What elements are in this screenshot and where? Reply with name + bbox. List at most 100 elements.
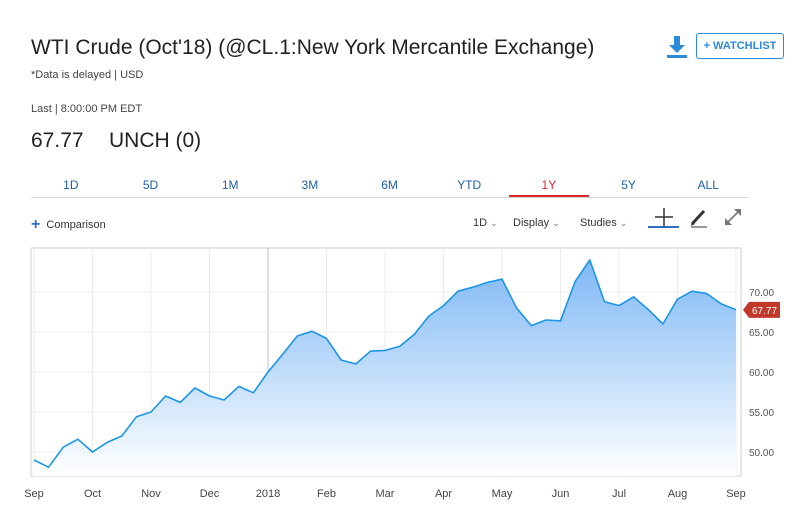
data-delay-note: *Data is delayed | USD xyxy=(31,69,144,81)
data-point xyxy=(77,438,79,440)
x-tick-label: 2018 xyxy=(256,488,280,500)
data-point xyxy=(618,304,620,306)
data-point xyxy=(311,330,313,332)
y-tick-label: 50.00 xyxy=(749,448,774,459)
last-trade-time: Last | 8:00:00 PM EDT xyxy=(31,103,143,115)
tab-3m[interactable]: 3M xyxy=(301,178,319,192)
data-point xyxy=(735,309,737,311)
data-point xyxy=(62,446,64,448)
plus-icon: + xyxy=(31,216,41,233)
data-point xyxy=(413,333,415,335)
y-tick-label: 70.00 xyxy=(749,288,774,299)
data-point xyxy=(662,323,664,325)
x-tick-label: Dec xyxy=(200,488,220,500)
studies-dropdown[interactable]: Studies ⌄ xyxy=(580,217,627,229)
x-tick-label: Sep xyxy=(726,488,746,500)
data-point xyxy=(325,337,327,339)
data-point xyxy=(691,290,693,292)
data-point xyxy=(720,303,722,305)
data-point xyxy=(676,298,678,300)
data-point xyxy=(369,350,371,352)
data-point xyxy=(106,441,108,443)
y-tick-label: 55.00 xyxy=(749,408,774,419)
display-label: Display xyxy=(513,217,550,229)
tab-6m[interactable]: 6M xyxy=(381,178,398,192)
data-point xyxy=(238,385,240,387)
tab-all[interactable]: ALL xyxy=(697,178,719,192)
data-point xyxy=(281,353,283,355)
x-tick-label: Nov xyxy=(141,488,161,500)
data-point xyxy=(632,296,634,298)
chevron-down-icon: ⌄ xyxy=(490,218,498,228)
data-point xyxy=(296,335,298,337)
studies-label: Studies xyxy=(580,217,617,229)
data-point xyxy=(472,286,474,288)
data-point xyxy=(340,359,342,361)
data-point xyxy=(603,300,605,302)
data-point xyxy=(208,395,210,397)
y-tick-label: 65.00 xyxy=(749,328,774,339)
current-price-label: 67.77 xyxy=(752,306,777,317)
data-point xyxy=(267,371,269,373)
data-point xyxy=(457,290,459,292)
data-point xyxy=(574,280,576,282)
data-point xyxy=(545,319,547,321)
data-point xyxy=(33,459,35,461)
data-point xyxy=(355,363,357,365)
data-point xyxy=(384,349,386,351)
x-tick-label: Feb xyxy=(317,488,336,500)
x-tick-label: Apr xyxy=(435,488,452,500)
comparison-button[interactable]: + Comparison xyxy=(31,216,106,234)
display-dropdown[interactable]: Display ⌄ xyxy=(513,217,560,229)
last-price: 67.77 xyxy=(31,129,84,152)
x-tick-label: Aug xyxy=(668,488,688,500)
data-point xyxy=(150,411,152,413)
data-point xyxy=(164,395,166,397)
data-point xyxy=(91,451,93,453)
price-area xyxy=(34,260,736,476)
comparison-label: Comparison xyxy=(46,218,106,231)
data-point xyxy=(179,401,181,403)
chevron-down-icon: ⌄ xyxy=(552,218,560,228)
data-point xyxy=(428,315,430,317)
data-point xyxy=(486,281,488,283)
tab-5d[interactable]: 5D xyxy=(142,178,159,192)
chevron-down-icon: ⌄ xyxy=(619,218,628,228)
y-tick-label: 60.00 xyxy=(749,368,774,379)
data-point xyxy=(194,387,196,389)
price-line xyxy=(33,259,737,468)
x-tick-label: Jul xyxy=(612,488,626,500)
crosshair-icon[interactable] xyxy=(652,206,676,228)
tab-1d[interactable]: 1D xyxy=(63,178,79,192)
range-tabs: 1D 5D 1M 3M 6M YTD 1Y 5Y ALL xyxy=(31,174,748,198)
tab-5y[interactable]: 5Y xyxy=(621,178,636,192)
data-point xyxy=(223,399,225,401)
current-price-tag xyxy=(743,301,780,318)
x-tick-label: May xyxy=(492,488,513,500)
data-point xyxy=(530,324,532,326)
data-point xyxy=(47,466,49,468)
x-tick-label: Sep xyxy=(24,488,44,500)
price-chart[interactable]: 50.00 55.00 60.00 65.00 70.00 67.77 Sep Oct Nov D… xyxy=(0,238,806,518)
expand-icon[interactable] xyxy=(722,206,744,228)
data-point xyxy=(135,416,137,418)
price-change: UNCH (0) xyxy=(109,129,202,152)
active-tool-indicator xyxy=(648,226,679,228)
data-point xyxy=(706,292,708,294)
data-point xyxy=(589,259,591,261)
data-point xyxy=(647,308,649,310)
data-point xyxy=(121,435,123,437)
pencil-icon[interactable] xyxy=(688,206,710,228)
data-point xyxy=(398,345,400,347)
data-point xyxy=(559,320,561,322)
interval-dropdown[interactable]: 1D ⌄ xyxy=(473,217,498,229)
data-point xyxy=(252,392,254,394)
add-watchlist-button[interactable]: + WATCHLIST xyxy=(696,33,784,59)
tab-1m[interactable]: 1M xyxy=(221,178,239,192)
tab-1y[interactable]: 1Y xyxy=(509,174,589,197)
x-tick-label: Mar xyxy=(376,488,395,500)
interval-label: 1D xyxy=(473,217,488,229)
tab-ytd[interactable]: YTD xyxy=(457,178,482,192)
x-tick-label: Jun xyxy=(552,488,570,500)
download-icon[interactable] xyxy=(664,34,690,60)
